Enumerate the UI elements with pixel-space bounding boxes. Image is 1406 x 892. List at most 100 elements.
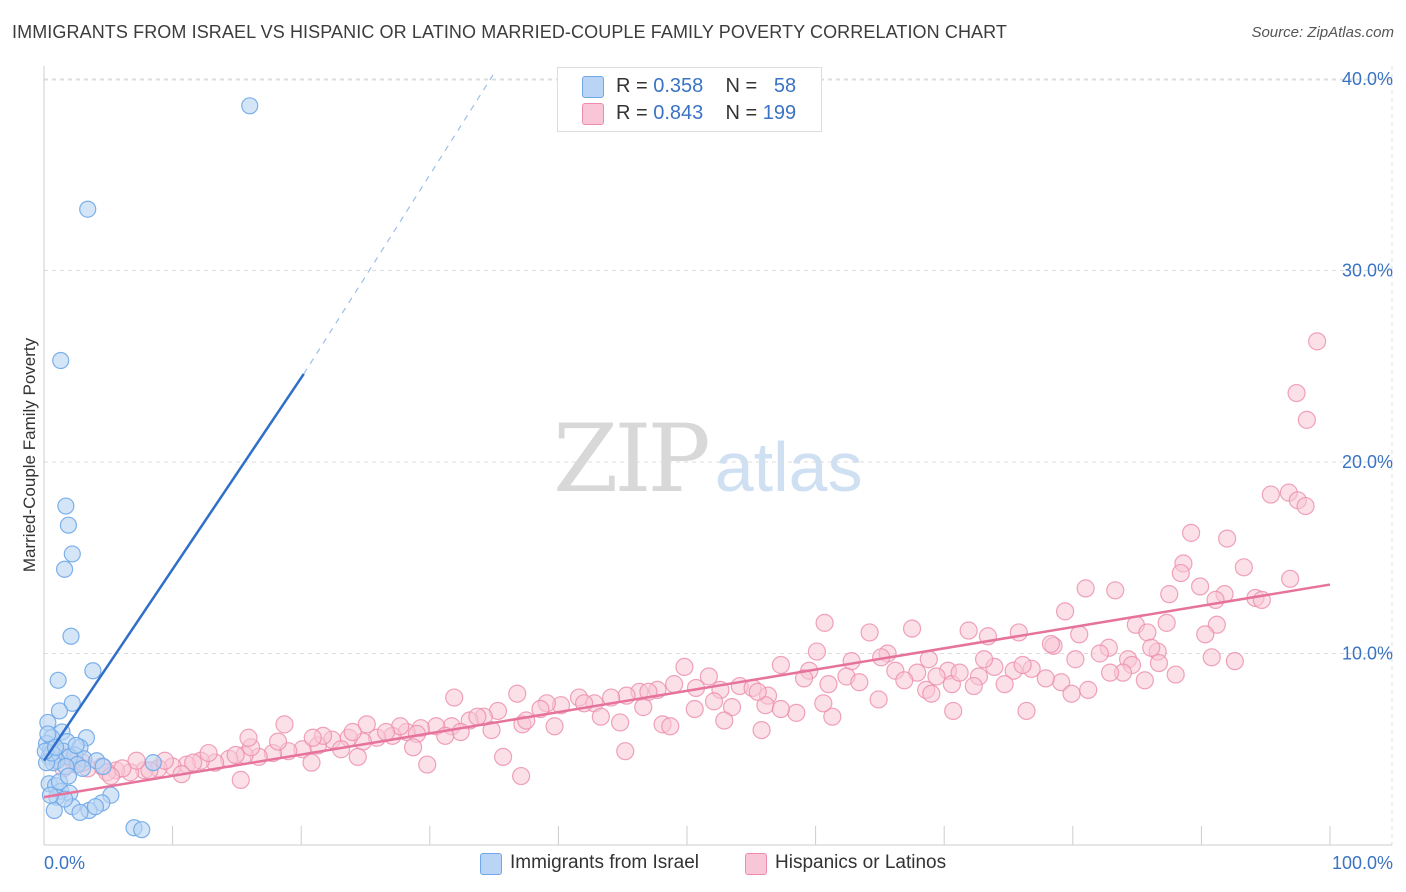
hispanics-point xyxy=(1234,558,1253,577)
series-hispanics-points xyxy=(54,332,1327,789)
hispanics-point xyxy=(771,655,790,675)
hispanics-point xyxy=(239,728,258,747)
bottom-legend-label: Hispanics or Latinos xyxy=(775,852,947,873)
hispanics-point xyxy=(995,675,1014,694)
hispanics-point xyxy=(1191,577,1210,596)
hispanics-point xyxy=(348,747,367,767)
hispanics-point xyxy=(794,669,814,688)
hispanics-point xyxy=(482,720,501,740)
hispanics-point xyxy=(231,770,250,789)
hispanics-point xyxy=(661,717,680,736)
hispanics-point xyxy=(1138,623,1157,642)
hispanics-point xyxy=(1041,634,1061,654)
hispanics-point xyxy=(1066,650,1085,669)
hispanics-point xyxy=(1100,663,1120,682)
hispanics-point xyxy=(974,650,994,669)
hispanics-point xyxy=(1160,585,1179,604)
hispanics-point xyxy=(950,663,969,682)
hispanics-point xyxy=(1055,602,1075,621)
legend-r-value: 0.843 xyxy=(653,102,704,124)
hispanics-point xyxy=(922,684,941,703)
y-tick-label: 10.0% xyxy=(1342,644,1393,664)
hispanics-point xyxy=(1308,332,1327,351)
hispanics-point xyxy=(1225,652,1244,671)
y-tick-label: 30.0% xyxy=(1342,261,1393,281)
hispanics-point xyxy=(418,755,437,774)
hispanics-point xyxy=(807,642,826,661)
israel-point xyxy=(57,497,75,515)
hispanics-point xyxy=(814,694,833,713)
legend-n-value: 58 xyxy=(773,75,797,97)
legend-r-value: 0.358 xyxy=(653,75,704,97)
hispanics-point xyxy=(127,751,146,770)
hispanics-point xyxy=(616,742,635,761)
hispanics-point xyxy=(1296,496,1315,516)
hispanics-point xyxy=(376,722,396,742)
hispanics-point xyxy=(512,766,531,786)
israel-point xyxy=(79,200,97,218)
trend-lines xyxy=(42,72,1331,799)
hispanics-point xyxy=(699,667,718,686)
israel-point xyxy=(49,671,67,689)
hispanics-point xyxy=(494,747,513,767)
legend-swatch-blue xyxy=(582,76,604,98)
israel-trend-extension xyxy=(303,72,495,375)
hispanics-point xyxy=(964,676,983,696)
hispanics-point xyxy=(1171,563,1190,583)
axes xyxy=(43,66,1392,846)
hispanics-point xyxy=(685,699,704,719)
hispanics-point xyxy=(959,621,978,640)
israel-point xyxy=(73,759,92,778)
x-tick-label: 100.0% xyxy=(1332,853,1393,873)
legend-n-label: N = xyxy=(725,102,763,124)
hispanics-point xyxy=(704,692,724,711)
hispanics-point xyxy=(611,713,630,732)
hispanics-point xyxy=(1261,485,1280,504)
israel-point xyxy=(241,97,259,115)
israel-point xyxy=(86,798,105,816)
watermark: ZIP atlas xyxy=(553,405,863,514)
israel-point xyxy=(50,702,69,720)
hispanics-point xyxy=(1218,529,1237,548)
y-tick-label: 40.0% xyxy=(1342,69,1393,89)
grid-lines xyxy=(44,66,1393,845)
source-credit: Source: ZipAtlas.com xyxy=(1251,24,1394,41)
israel-point xyxy=(94,757,112,776)
hispanics-point xyxy=(675,657,694,677)
hispanics-point xyxy=(665,675,684,694)
hispanics-point xyxy=(895,671,914,690)
hispanics-point xyxy=(869,690,888,709)
israel-point xyxy=(71,803,89,822)
hispanics-point xyxy=(1013,655,1032,675)
hispanics-point xyxy=(517,711,536,730)
legend-r-label: R = xyxy=(616,75,654,97)
hispanics-point xyxy=(715,711,734,730)
hispanics-point xyxy=(1009,623,1028,642)
hispanics-point xyxy=(199,743,218,763)
correlation-legend: R = 0.358 N = 58 R = 0.843 N = 199 xyxy=(557,67,822,132)
hispanics-point xyxy=(1202,648,1221,667)
hispanics-point xyxy=(902,619,922,638)
hispanics-point xyxy=(357,715,376,734)
israel-trend-line xyxy=(42,373,305,762)
hispanics-point xyxy=(1070,625,1089,644)
hispanics-point xyxy=(771,699,790,719)
hispanics-point xyxy=(545,717,564,736)
hispanics-point xyxy=(445,688,464,707)
israel-point xyxy=(144,754,162,772)
hispanics-point xyxy=(919,650,938,669)
israel-point xyxy=(133,821,151,839)
tick-labels: 10.0% 20.0% 30.0% 40.0% 0.0% 100.0% xyxy=(44,69,1393,873)
hispanics-point xyxy=(860,623,879,642)
hispanics-point xyxy=(787,703,806,722)
hispanics-point xyxy=(1182,523,1201,542)
legend-swatch-pink xyxy=(582,103,604,125)
hispanics-point xyxy=(1206,590,1225,609)
hispanics-point xyxy=(184,753,203,772)
hispanics-trend-line xyxy=(43,583,1331,799)
bottom-legend-swatch-pink xyxy=(745,853,767,875)
hispanics-point xyxy=(927,667,946,686)
hispanics-point xyxy=(403,738,423,757)
hispanics-point xyxy=(1076,579,1095,598)
hispanics-point xyxy=(823,707,842,726)
